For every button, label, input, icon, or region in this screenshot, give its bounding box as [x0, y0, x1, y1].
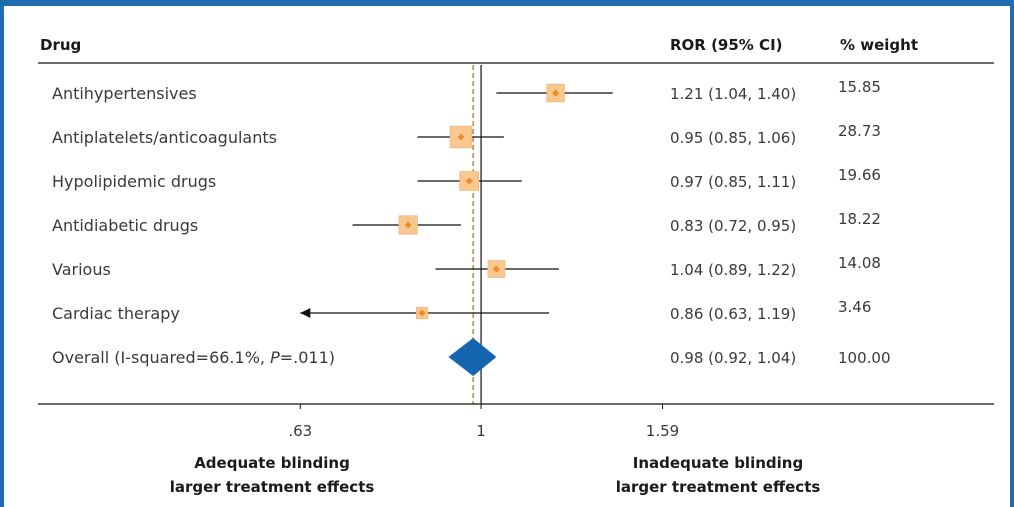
row-label: Cardiac therapy: [52, 304, 180, 323]
row-ci: 0.95 (0.85, 1.06): [670, 129, 796, 147]
x-tick-label: 1.59: [646, 422, 679, 440]
header-weight: % weight: [840, 36, 918, 54]
row-weight: 14.08: [838, 254, 881, 272]
header-drug: Drug: [40, 36, 81, 54]
row-ci: 1.04 (0.89, 1.22): [670, 261, 796, 279]
footer-right-line2: larger treatment effects: [616, 478, 821, 496]
x-axis: .63 1 1.59: [288, 404, 679, 440]
row-label: Hypolipidemic drugs: [52, 172, 216, 191]
point-estimate: [418, 309, 426, 317]
point-estimate: [492, 265, 500, 273]
row-label: Various: [52, 260, 111, 279]
point-estimate: [404, 221, 412, 229]
row-weight: 15.85: [838, 78, 881, 96]
row-label: Antiplatelets/anticoagulants: [52, 128, 277, 147]
plot-marks: [300, 65, 613, 404]
row-ci: 0.83 (0.72, 0.95): [670, 217, 796, 235]
ci-arrow: [300, 308, 311, 318]
x-tick-label: 1: [476, 422, 486, 440]
x-tick-label: .63: [288, 422, 312, 440]
row-label: Antidiabetic drugs: [52, 216, 198, 235]
footer-right-line1: Inadequate blinding: [633, 454, 803, 472]
point-estimate: [465, 177, 473, 185]
overall-label: Overall (I-squared=66.1%, P=.011): [52, 348, 335, 367]
header-ror: ROR (95% CI): [670, 36, 783, 54]
overall-weight: 100.00: [838, 349, 891, 367]
row-labels: Antihypertensives 1.21 (1.04, 1.40) 15.85 A…: [52, 78, 891, 367]
row-weight: 28.73: [838, 122, 881, 140]
row-ci: 0.86 (0.63, 1.19): [670, 305, 796, 323]
row-weight: 19.66: [838, 166, 881, 184]
row-ci: 1.21 (1.04, 1.40): [670, 85, 796, 103]
overall-diamond: [448, 338, 497, 376]
row-label: Antihypertensives: [52, 84, 197, 103]
point-estimate: [552, 89, 560, 97]
footer-left-line1: Adequate blinding: [194, 454, 350, 472]
overall-ci: 0.98 (0.92, 1.04): [670, 349, 796, 367]
row-ci: 0.97 (0.85, 1.11): [670, 173, 796, 191]
point-estimate: [457, 133, 465, 141]
row-weight: 3.46: [838, 298, 871, 316]
row-weight: 18.22: [838, 210, 881, 228]
footer-left-line2: larger treatment effects: [170, 478, 375, 496]
